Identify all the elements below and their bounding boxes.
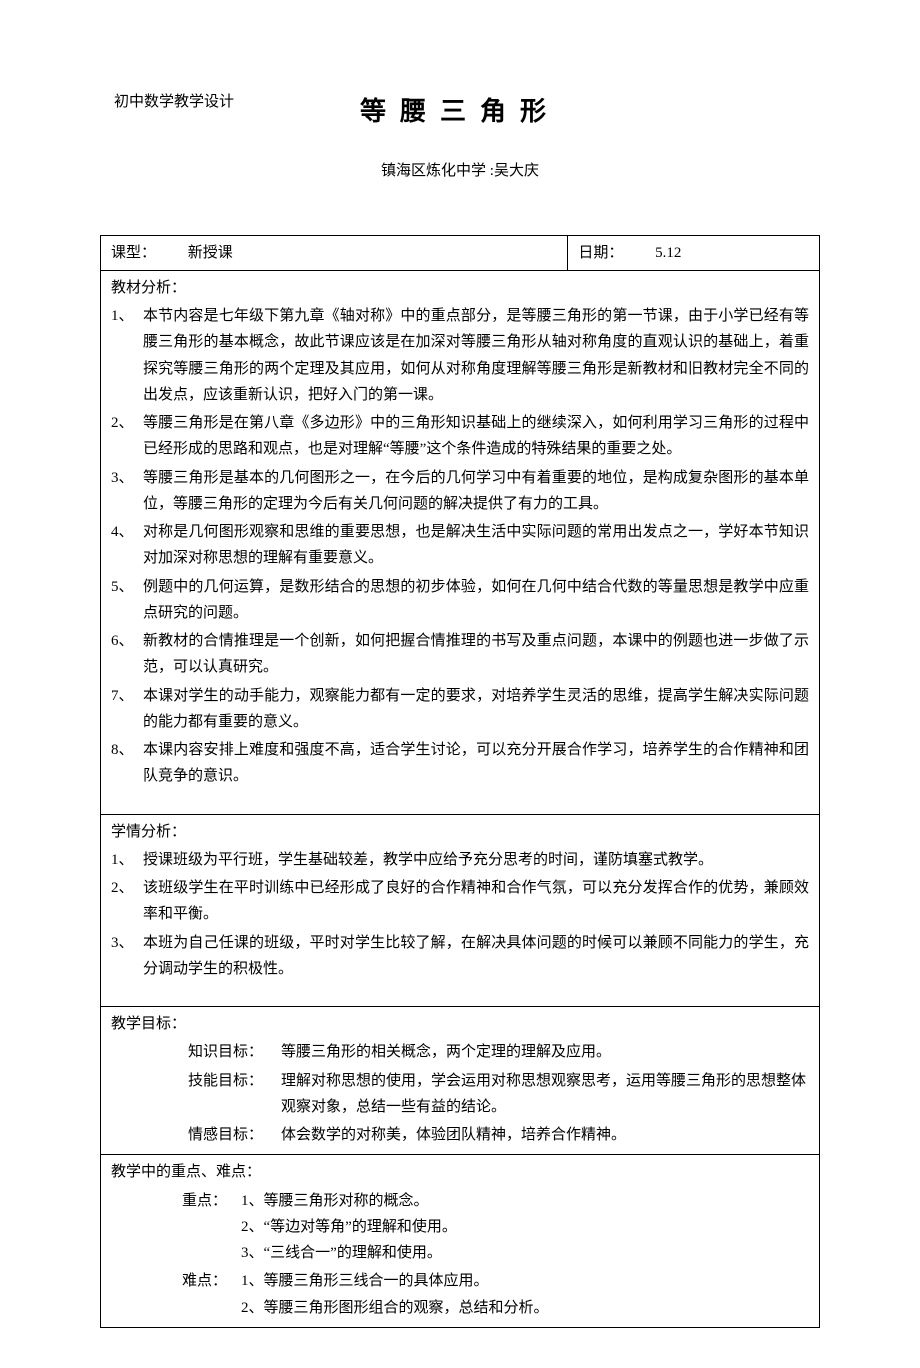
material-row: 教材分析： 1、本节内容是七年级下第九章《轴对称》中的重点部分，是等腰三角形的第… — [101, 270, 820, 814]
item-content: 等腰三角形是在第八章《多边形》中的三角形知识基础上的继续深入，如何利用学习三角形… — [143, 410, 809, 463]
date-label: 日期： — [578, 240, 623, 266]
keys-title: 教学中的重点、难点： — [111, 1159, 809, 1185]
difficulty-row: 难点： 1、等腰三角形三线合一的具体应用。 2、等腰三角形图形组合的观察，总结和… — [111, 1268, 809, 1321]
item-number: 4、 — [111, 519, 143, 572]
subject-label: 初中数学教学设计 — [114, 90, 234, 116]
item-content: 等腰三角形是基本的几何图形之一，在今后的几何学习中有着重要的地位，是构成复杂图形… — [143, 465, 809, 518]
goal-skill-label: 技能目标： — [111, 1068, 281, 1121]
meta-row: 课型： 新授课 日期： 5.12 — [101, 235, 820, 270]
header-row: 初中数学教学设计 等腰三角形 — [100, 90, 820, 134]
item-number: 2、 — [111, 410, 143, 463]
list-item: 1、授课班级为平行班，学生基础较差，教学中应给予充分思考的时间，谨防填塞式教学。 — [111, 847, 809, 873]
goals-title: 教学目标： — [111, 1011, 809, 1037]
item-content: 本班为自己任课的班级，平时对学生比较了解，在解决具体问题的时候可以兼顾不同能力的… — [143, 930, 809, 983]
list-item: 2、等腰三角形是在第八章《多边形》中的三角形知识基础上的继续深入，如何利用学习三… — [111, 410, 809, 463]
list-item: 2、该班级学生在平时训练中已经形成了良好的合作精神和合作气氛，可以充分发挥合作的… — [111, 875, 809, 928]
focus-content: 1、等腰三角形对称的概念。 2、“等边对等角”的理解和使用。 3、“三线合一”的… — [241, 1188, 809, 1267]
focus-label: 重点： — [111, 1188, 241, 1267]
item-number: 7、 — [111, 683, 143, 736]
goals-row: 教学目标： 知识目标： 等腰三角形的相关概念，两个定理的理解及应用。 技能目标：… — [101, 1007, 820, 1155]
list-item: 3、本班为自己任课的班级，平时对学生比较了解，在解决具体问题的时候可以兼顾不同能… — [111, 930, 809, 983]
list-item: 6、新教材的合情推理是一个创新，如何把握合情推理的书写及重点问题，本课中的例题也… — [111, 628, 809, 681]
list-item: 3、等腰三角形是基本的几何图形之一，在今后的几何学习中有着重要的地位，是构成复杂… — [111, 465, 809, 518]
date-cell: 日期： 5.12 — [568, 235, 820, 270]
focus-item: 2、“等边对等角”的理解和使用。 — [241, 1214, 809, 1240]
item-content: 例题中的几何运算，是数形结合的思想的初步体验，如何在几何中结合代数的等量思想是教… — [143, 574, 809, 627]
difficulty-content: 1、等腰三角形三线合一的具体应用。 2、等腰三角形图形组合的观察，总结和分析。 — [241, 1268, 809, 1321]
learner-list: 1、授课班级为平行班，学生基础较差，教学中应给予充分思考的时间，谨防填塞式教学。… — [111, 847, 809, 982]
item-number: 1、 — [111, 303, 143, 408]
item-number: 3、 — [111, 465, 143, 518]
learner-row: 学情分析： 1、授课班级为平行班，学生基础较差，教学中应给予充分思考的时间，谨防… — [101, 814, 820, 1007]
date-value: 5.12 — [655, 245, 681, 261]
item-content: 新教材的合情推理是一个创新，如何把握合情推理的书写及重点问题，本课中的例题也进一… — [143, 628, 809, 681]
goal-knowledge-row: 知识目标： 等腰三角形的相关概念，两个定理的理解及应用。 — [111, 1039, 809, 1065]
goal-skill-content: 理解对称思想的使用，学会运用对称思想观察思考，运用等腰三角形的思想整体观察对象，… — [281, 1068, 809, 1121]
item-content: 本节内容是七年级下第九章《轴对称》中的重点部分，是等腰三角形的第一节课，由于小学… — [143, 303, 809, 408]
type-value: 新授课 — [188, 245, 233, 261]
main-title: 等腰三角形 — [360, 90, 560, 134]
goal-emotion-content: 体会数学的对称美，体验团队精神，培养合作精神。 — [281, 1122, 809, 1148]
item-number: 8、 — [111, 737, 143, 790]
spacer — [111, 984, 809, 1002]
type-cell: 课型： 新授课 — [101, 235, 568, 270]
difficulty-label: 难点： — [111, 1268, 241, 1321]
goal-emotion-label: 情感目标： — [111, 1122, 281, 1148]
goal-knowledge-content: 等腰三角形的相关概念，两个定理的理解及应用。 — [281, 1039, 809, 1065]
item-content: 该班级学生在平时训练中已经形成了良好的合作精神和合作气氛，可以充分发挥合作的优势… — [143, 875, 809, 928]
item-number: 3、 — [111, 930, 143, 983]
item-number: 5、 — [111, 574, 143, 627]
type-label: 课型： — [111, 240, 156, 266]
item-number: 2、 — [111, 875, 143, 928]
goal-emotion-row: 情感目标： 体会数学的对称美，体验团队精神，培养合作精神。 — [111, 1122, 809, 1148]
item-number: 6、 — [111, 628, 143, 681]
learner-cell: 学情分析： 1、授课班级为平行班，学生基础较差，教学中应给予充分思考的时间，谨防… — [101, 814, 820, 1007]
difficulty-item: 1、等腰三角形三线合一的具体应用。 — [241, 1268, 809, 1294]
list-item: 4、对称是几何图形观察和思维的重要思想，也是解决生活中实际问题的常用出发点之一，… — [111, 519, 809, 572]
focus-item: 1、等腰三角形对称的概念。 — [241, 1188, 809, 1214]
goals-cell: 教学目标： 知识目标： 等腰三角形的相关概念，两个定理的理解及应用。 技能目标：… — [101, 1007, 820, 1155]
difficulty-item: 2、等腰三角形图形组合的观察，总结和分析。 — [241, 1295, 809, 1321]
spacer — [111, 792, 809, 810]
item-content: 本课对学生的动手能力，观察能力都有一定的要求，对培养学生灵活的思维，提高学生解决… — [143, 683, 809, 736]
material-cell: 教材分析： 1、本节内容是七年级下第九章《轴对称》中的重点部分，是等腰三角形的第… — [101, 270, 820, 814]
author-line: 镇海区炼化中学 :吴大庆 — [100, 159, 820, 185]
item-content: 对称是几何图形观察和思维的重要思想，也是解决生活中实际问题的常用出发点之一，学好… — [143, 519, 809, 572]
list-item: 1、本节内容是七年级下第九章《轴对称》中的重点部分，是等腰三角形的第一节课，由于… — [111, 303, 809, 408]
material-title: 教材分析： — [111, 275, 809, 301]
material-list: 1、本节内容是七年级下第九章《轴对称》中的重点部分，是等腰三角形的第一节课，由于… — [111, 303, 809, 790]
focus-item: 3、“三线合一”的理解和使用。 — [241, 1240, 809, 1266]
goal-skill-row: 技能目标： 理解对称思想的使用，学会运用对称思想观察思考，运用等腰三角形的思想整… — [111, 1068, 809, 1121]
item-content: 本课内容安排上难度和强度不高，适合学生讨论，可以充分开展合作学习，培养学生的合作… — [143, 737, 809, 790]
learner-title: 学情分析： — [111, 819, 809, 845]
goal-knowledge-label: 知识目标： — [111, 1039, 281, 1065]
lesson-table: 课型： 新授课 日期： 5.12 教材分析： 1、本节内容是七年级下第九章《轴对… — [100, 235, 820, 1328]
item-content: 授课班级为平行班，学生基础较差，教学中应给予充分思考的时间，谨防填塞式教学。 — [143, 847, 809, 873]
list-item: 5、例题中的几何运算，是数形结合的思想的初步体验，如何在几何中结合代数的等量思想… — [111, 574, 809, 627]
header-section: 初中数学教学设计 等腰三角形 镇海区炼化中学 :吴大庆 — [100, 90, 820, 185]
item-number: 1、 — [111, 847, 143, 873]
list-item: 7、本课对学生的动手能力，观察能力都有一定的要求，对培养学生灵活的思维，提高学生… — [111, 683, 809, 736]
focus-row: 重点： 1、等腰三角形对称的概念。 2、“等边对等角”的理解和使用。 3、“三线… — [111, 1188, 809, 1267]
list-item: 8、本课内容安排上难度和强度不高，适合学生讨论，可以充分开展合作学习，培养学生的… — [111, 737, 809, 790]
